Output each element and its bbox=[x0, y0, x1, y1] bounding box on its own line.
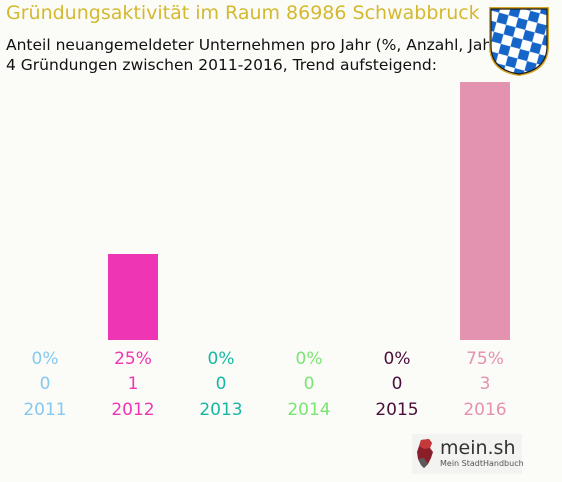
chart-title: Gründungsaktivität im Raum 86986 Schwabb… bbox=[6, 2, 480, 24]
percent-label-2014: 0% bbox=[296, 349, 323, 369]
count-label-2016: 3 bbox=[480, 374, 491, 394]
mein-sh-logo-icon bbox=[412, 434, 522, 474]
year-label-2014: 2014 bbox=[287, 400, 330, 420]
count-label-2015: 0 bbox=[392, 374, 403, 394]
chart-subtitle: Anteil neuangemeldeter Unternehmen pro J… bbox=[6, 36, 505, 54]
bar-2016 bbox=[460, 82, 510, 340]
bars-group bbox=[108, 82, 510, 340]
percent-label-2016: 75% bbox=[466, 349, 504, 369]
year-label-2011: 2011 bbox=[23, 400, 66, 420]
logo-tagline: Mein StadtHandbuch bbox=[440, 459, 524, 468]
chart-summary: 4 Gründungen zwischen 2011-2016, Trend a… bbox=[6, 56, 437, 74]
percent-label-2011: 0% bbox=[32, 349, 59, 369]
percent-label-2012: 25% bbox=[114, 349, 152, 369]
year-label-2012: 2012 bbox=[111, 400, 154, 420]
count-label-2013: 0 bbox=[216, 374, 227, 394]
year-label-2016: 2016 bbox=[463, 400, 506, 420]
count-label-2014: 0 bbox=[304, 374, 315, 394]
count-label-2011: 0 bbox=[40, 374, 51, 394]
labels-group: 0% 0 2011 25% 1 2012 0% 0 2013 0% 0 2014 0% 0 2015 75% 3… bbox=[23, 349, 506, 420]
count-label-2012: 1 bbox=[128, 374, 139, 394]
bavaria-crest-icon bbox=[489, 7, 549, 76]
year-label-2015: 2015 bbox=[375, 400, 418, 420]
percent-label-2013: 0% bbox=[208, 349, 235, 369]
percent-label-2015: 0% bbox=[384, 349, 411, 369]
logo-text[interactable]: mein.sh bbox=[440, 437, 516, 459]
bar-2012 bbox=[108, 254, 158, 340]
year-label-2013: 2013 bbox=[199, 400, 242, 420]
